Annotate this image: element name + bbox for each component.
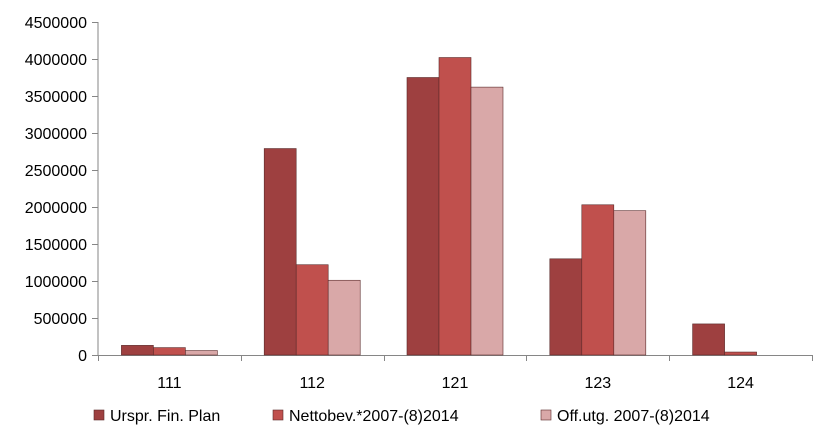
legend-swatch: [93, 409, 105, 421]
bar-123-series-2: [581, 204, 615, 356]
y-tick-label: 2000000: [25, 200, 87, 217]
x-tick-label: 111: [157, 375, 181, 392]
bar-121-series-2: [438, 57, 472, 356]
legend-swatch: [272, 409, 284, 421]
y-tick-label: 3500000: [25, 89, 87, 106]
x-tick-label: 124: [727, 375, 754, 392]
legend-item: Urspr. Fin. Plan: [93, 408, 220, 425]
y-tick-label: 2500000: [25, 163, 87, 180]
y-tick-label: 4500000: [25, 15, 87, 32]
x-tick-label: 121: [442, 375, 469, 392]
y-tick-label: 4000000: [25, 52, 87, 69]
bar-123-series-1: [549, 258, 583, 356]
y-axis: 0 500000 1000000 1500000 2000000 2500000 30000…: [25, 15, 99, 365]
y-tick-label: 0: [78, 348, 87, 365]
legend-label: Urspr. Fin. Plan: [110, 408, 220, 425]
legend-item: Nettobev.*2007-(8)2014: [272, 408, 459, 425]
y-tick-label: 1500000: [25, 237, 87, 254]
bar-124-series-2: [724, 351, 757, 356]
y-tick-label: 3000000: [25, 126, 87, 143]
legend-label: Off.utg. 2007-(8)2014: [557, 408, 710, 425]
bar-121-series-1: [406, 77, 440, 356]
bar-121-series-3: [470, 86, 504, 356]
legend-label: Nettobev.*2007-(8)2014: [289, 408, 459, 425]
y-tick-label: 500000: [34, 311, 87, 328]
legend-swatch: [540, 409, 552, 421]
x-tick-label: 112: [299, 375, 325, 392]
bar-112-series-2: [295, 264, 329, 356]
bars: [121, 57, 757, 356]
x-tick-label: 123: [584, 375, 611, 392]
x-axis: 111 112 121 123 124: [98, 355, 813, 392]
bar-111-series-3: [185, 350, 218, 356]
bar-112-series-1: [263, 148, 297, 356]
legend-item: Off.utg. 2007-(8)2014: [540, 408, 710, 425]
bar-123-series-3: [613, 210, 647, 356]
bar-111-series-2: [153, 347, 186, 356]
bar-112-series-3: [327, 279, 361, 356]
bar-124-series-1: [692, 323, 725, 356]
bar-111-series-1: [121, 345, 154, 356]
legend: Urspr. Fin. Plan Nettobev.*2007-(8)2014 Of…: [93, 408, 710, 425]
y-tick-label: 1000000: [25, 274, 87, 291]
